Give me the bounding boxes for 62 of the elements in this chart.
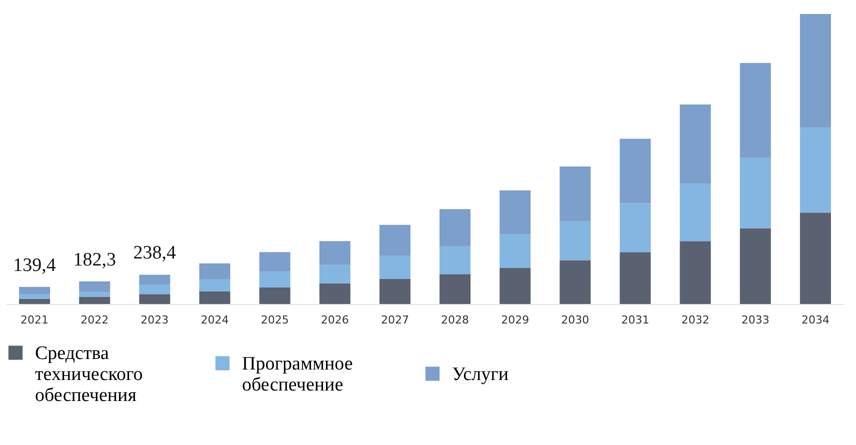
x-tick-label: 2031 — [621, 314, 650, 326]
bar — [139, 284, 170, 294]
bar — [560, 260, 591, 304]
bar — [79, 296, 110, 304]
legend-label: Средства технического обеспечения — [35, 342, 143, 406]
bar — [620, 203, 651, 252]
x-tick-label: 2032 — [681, 314, 710, 326]
bar — [740, 158, 771, 228]
x-tick-label: 2027 — [380, 314, 409, 326]
bar — [319, 241, 350, 265]
bar — [800, 212, 831, 304]
bar — [379, 224, 410, 256]
x-tick-label: 2021 — [20, 314, 49, 326]
legend-label: Программное обеспечение — [242, 353, 353, 396]
bar — [199, 279, 230, 292]
bar — [680, 184, 711, 242]
bar — [680, 104, 711, 184]
annotation: 238,4 — [133, 242, 177, 264]
bar — [740, 228, 771, 304]
bar — [740, 63, 771, 158]
bar — [319, 264, 350, 284]
bar — [259, 287, 290, 304]
bar — [440, 209, 471, 246]
bar — [440, 274, 471, 304]
bar — [19, 286, 50, 294]
bar — [199, 263, 230, 280]
bar — [19, 298, 50, 304]
bar — [620, 252, 651, 304]
bar — [79, 281, 110, 292]
x-tick-label: 2024 — [200, 314, 229, 326]
bar — [379, 256, 410, 279]
x-tick-label: 2034 — [801, 314, 830, 326]
annotation: 139,4 — [13, 254, 56, 276]
legend-label: Услуги — [452, 364, 509, 385]
bar — [199, 291, 230, 304]
x-tick-label: 2029 — [501, 314, 530, 326]
x-tick-label: 2026 — [320, 314, 349, 326]
annotation: 182,3 — [73, 249, 116, 270]
bar — [79, 292, 110, 297]
bar — [259, 272, 290, 288]
bar — [680, 241, 711, 304]
bar — [379, 278, 410, 304]
x-tick-label: 2033 — [741, 314, 770, 326]
bar — [620, 138, 651, 204]
bar — [500, 190, 531, 234]
bar — [19, 294, 50, 299]
x-tick-label: 2023 — [140, 314, 169, 326]
bar — [139, 294, 170, 304]
bar — [800, 128, 831, 213]
bar — [500, 268, 531, 304]
bar — [259, 252, 290, 272]
bar — [560, 166, 591, 222]
bar — [139, 274, 170, 285]
bar — [440, 246, 471, 274]
bar — [500, 234, 531, 268]
x-tick-label: 2028 — [441, 314, 470, 326]
bar — [800, 14, 831, 128]
x-tick-label: 2022 — [80, 314, 109, 326]
bar — [319, 283, 350, 304]
x-tick-label: 2025 — [260, 314, 289, 326]
bar — [560, 221, 591, 260]
x-tick-label: 2030 — [561, 314, 590, 326]
